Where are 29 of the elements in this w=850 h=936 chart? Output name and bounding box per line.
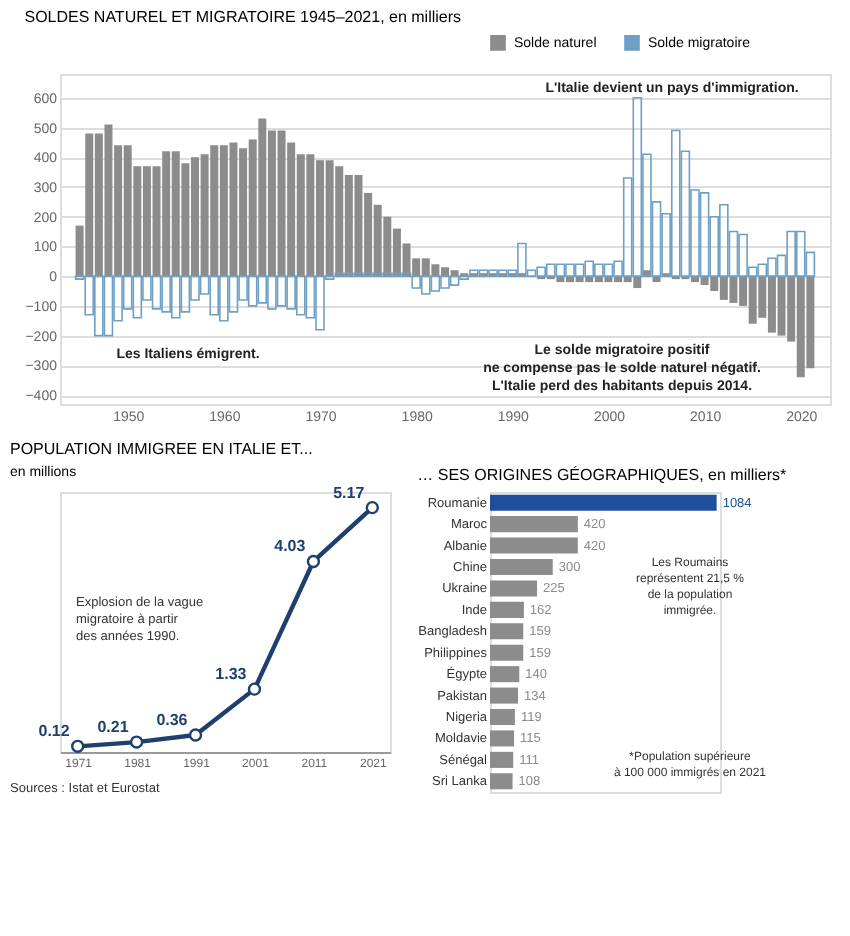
- point: [365, 500, 379, 515]
- point: [247, 682, 262, 696]
- point: [129, 735, 144, 749]
- data-label: 1.33: [215, 665, 248, 684]
- data-label: 0.36: [156, 710, 189, 729]
- bar: [490, 666, 520, 683]
- bar: [490, 751, 514, 768]
- data-label: 5.17: [333, 483, 366, 502]
- bar: [490, 516, 578, 533]
- bar: [490, 558, 553, 576]
- point: [306, 554, 321, 569]
- bar: [490, 708, 515, 726]
- chart-title: SOLDES NATUREL ET MIGRATOIRE 1945–2021, en milliers: [24, 8, 462, 26]
- bar: [490, 537, 578, 554]
- bar: [490, 644, 524, 661]
- bar: [490, 623, 524, 640]
- data-label: 0.12: [38, 722, 71, 741]
- bar: [490, 494, 717, 511]
- bar: [490, 687, 519, 704]
- chart-title: POPULATION IMMIGREE EN ITALIE ET...: [10, 439, 313, 458]
- data-label: 4.03: [274, 537, 307, 556]
- chart-title: … SES ORIGINES GÉOGRAPHIQUES, en milliers*: [417, 466, 787, 484]
- bar: [490, 601, 524, 618]
- bar: [490, 773, 513, 790]
- point: [188, 728, 203, 742]
- data-label: 0.21: [97, 718, 130, 737]
- point: [71, 739, 85, 753]
- bar: [490, 580, 538, 597]
- bar: [490, 730, 515, 747]
